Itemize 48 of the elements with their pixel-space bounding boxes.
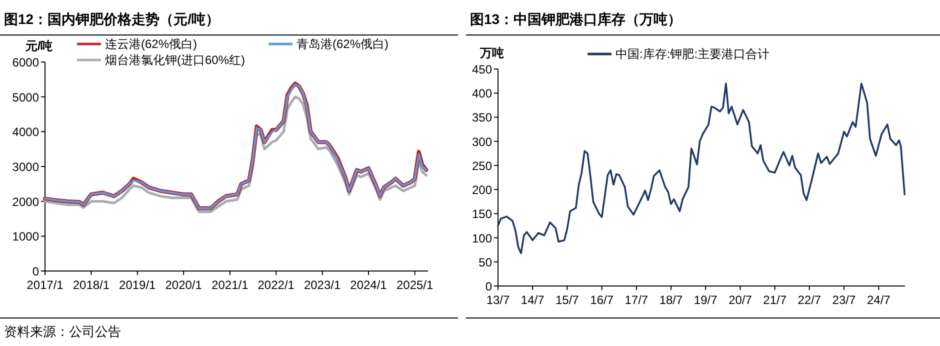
y-tick-label: 3000 xyxy=(12,160,40,174)
x-tick-label: 21/7 xyxy=(763,293,787,307)
x-tick-label: 2020/1 xyxy=(165,278,202,292)
y-tick-label: 300 xyxy=(472,134,492,149)
y-tick-label: 1000 xyxy=(12,230,40,244)
x-tick-label: 18/7 xyxy=(659,293,683,307)
x-tick-label: 2021/1 xyxy=(212,278,249,292)
x-tick-label: 19/7 xyxy=(694,293,718,307)
x-tick-label: 2023/1 xyxy=(304,278,341,292)
x-tick-label: 2022/1 xyxy=(258,278,295,292)
y-tick-label: 450 xyxy=(472,62,492,76)
y-tick-label: 6000 xyxy=(12,56,40,70)
y-tick-label: 5000 xyxy=(12,90,40,104)
x-tick-label: 2017/1 xyxy=(26,278,64,292)
y-tick-label: 0 xyxy=(485,280,492,294)
line-series xyxy=(497,82,906,254)
legend-label: 烟台港氯化钾(进口60%红) xyxy=(105,53,246,67)
x-tick-label: 2024/1 xyxy=(350,278,388,292)
chart-title: 图13：中国钾肥港口库存（万吨） xyxy=(470,11,682,27)
x-tick-label: 24/7 xyxy=(866,293,891,307)
x-tick-label: 17/7 xyxy=(624,293,648,307)
y-tick-label: 250 xyxy=(472,158,492,173)
legend-label: 中国:库存:钾肥:主要港口合计 xyxy=(616,47,770,61)
y-tick-label: 4000 xyxy=(12,125,40,140)
y-axis-title: 万吨 xyxy=(479,46,504,60)
y-tick-label: 0 xyxy=(32,264,40,278)
legend-label: 青岛港(62%俄白) xyxy=(296,37,389,51)
x-tick-label: 23/7 xyxy=(832,293,856,307)
x-tick-label: 2018/1 xyxy=(72,278,110,292)
y-tick-label: 350 xyxy=(472,110,492,125)
y-axis-title: 元/吨 xyxy=(24,39,53,53)
y-tick-label: 400 xyxy=(472,86,492,101)
x-tick-label: 20/7 xyxy=(728,293,752,307)
text: 资料来源：公司公告 xyxy=(4,324,121,339)
x-tick-label: 16/7 xyxy=(590,293,614,307)
chart-title: 图12：国内钾肥价格走势（元/吨） xyxy=(4,11,220,27)
x-tick-label: 2025/1 xyxy=(396,278,434,292)
y-tick-label: 100 xyxy=(472,231,492,246)
x-tick-label: 2019/1 xyxy=(119,278,156,292)
y-tick-label: 200 xyxy=(472,183,492,198)
x-tick-label: 14/7 xyxy=(520,293,545,307)
legend-label: 连云港(62%俄白) xyxy=(105,37,198,51)
x-tick-label: 15/7 xyxy=(555,293,580,307)
y-tick-label: 2000 xyxy=(12,194,40,209)
x-tick-label: 22/7 xyxy=(798,293,822,307)
x-tick-label: 13/7 xyxy=(486,293,510,307)
y-tick-label: 150 xyxy=(472,207,492,222)
y-tick-label: 50 xyxy=(478,255,492,270)
